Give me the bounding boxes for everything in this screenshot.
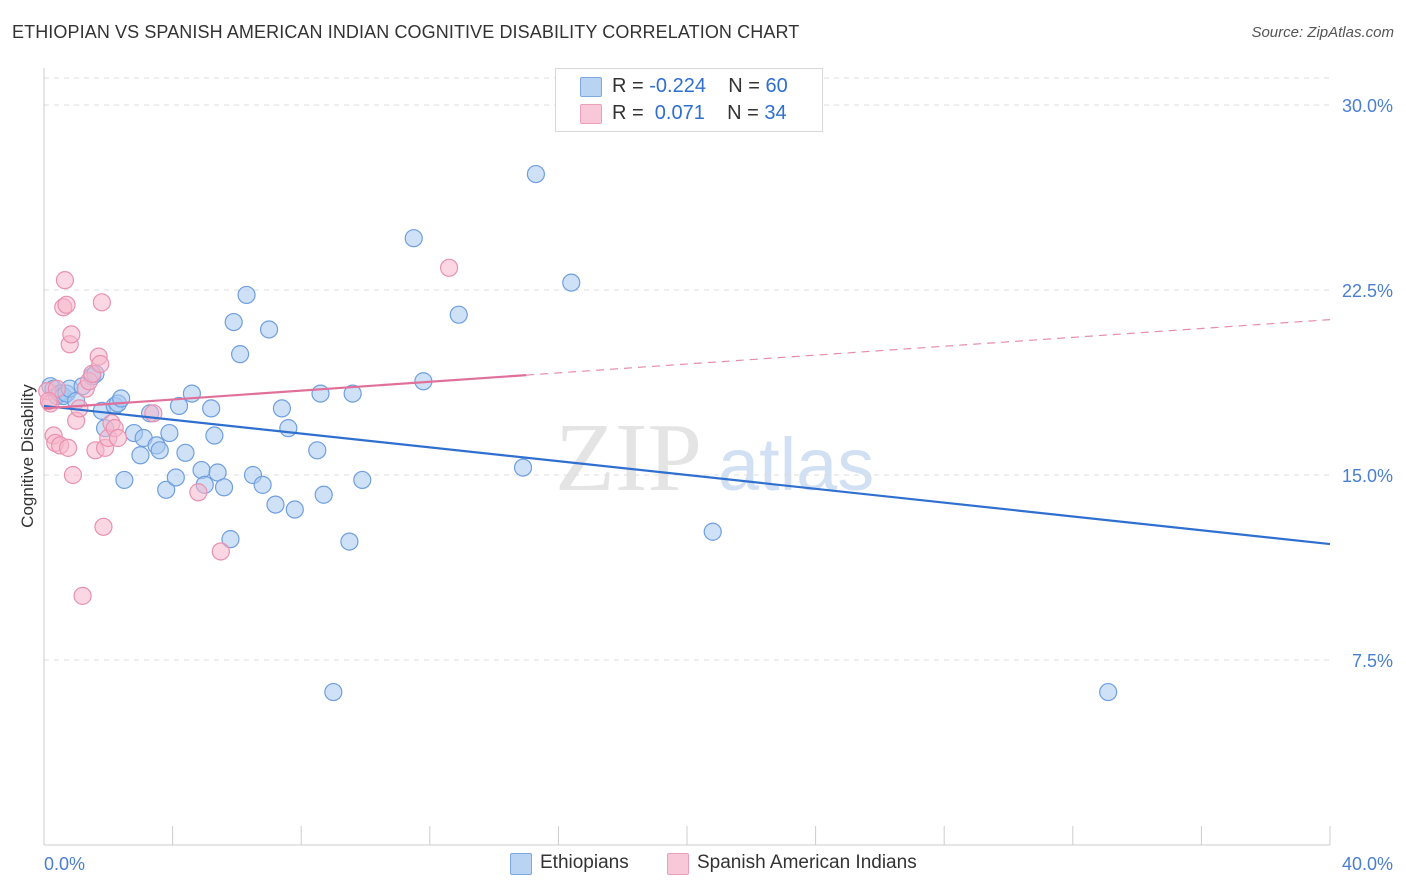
ethiopians-point — [221, 530, 240, 549]
ethiopians-point — [176, 443, 195, 462]
trend-lines — [43, 319, 1331, 546]
ethiopians-point — [259, 320, 279, 339]
spanish-american-indians-point — [59, 438, 78, 457]
ethiopians-trend-line — [43, 404, 1331, 546]
spanish-american-indians-point — [62, 325, 81, 344]
ethiopians-point — [150, 441, 169, 460]
bottom-legend-swatch-blue — [510, 853, 532, 875]
tick-labels: 7.5% 15.0% 22.5% 30.0% 0.0% 40.0% — [44, 96, 1393, 874]
ethiopians-point — [160, 423, 179, 443]
ethiopians-point — [353, 470, 372, 490]
ethiopians-point — [231, 345, 250, 364]
ethiopians-point — [237, 285, 256, 305]
legend-n-value: 60 — [765, 75, 788, 97]
spanish-american-indians-points — [38, 258, 459, 605]
bottom-legend-label: Ethiopians — [540, 852, 629, 873]
legend-n-value: 34 — [764, 102, 787, 124]
ethiopians-point — [214, 478, 234, 497]
chart-title: ETHIOPIAN VS SPANISH AMERICAN INDIAN COG… — [12, 22, 800, 42]
legend-r-label: R = — [612, 102, 650, 124]
legend-r-value: 0.071 — [649, 102, 705, 124]
ethiopians-point — [166, 468, 185, 487]
spanish-american-indians-point — [439, 258, 459, 277]
spanish-american-indians-point — [55, 271, 74, 290]
x-tick-label: 0.0% — [44, 854, 85, 874]
ethiopians-point — [308, 441, 327, 460]
ethiopians-point — [192, 460, 211, 480]
spanish-american-indians-trend-line-dashed — [526, 319, 1331, 376]
bottom-legend-swatch-pink — [667, 853, 689, 875]
y-tick-label: 15.0% — [1342, 466, 1393, 486]
watermark-zip: ZIP — [555, 404, 702, 512]
ethiopians-point — [202, 399, 221, 418]
x-tick-label: 40.0% — [1342, 854, 1393, 874]
bottom-legend-label: Spanish American Indians — [697, 852, 917, 873]
ethiopians-point — [279, 419, 298, 438]
spanish-american-indians-point — [211, 542, 230, 561]
spanish-american-indians-point — [73, 586, 92, 605]
legend: R = -0.224 N = 60 R = 0.071 N = 34 — [555, 68, 823, 132]
watermark: ZIP atlas — [555, 404, 874, 512]
axes — [43, 68, 1331, 846]
ethiopians-point — [115, 470, 134, 490]
ethiopians-point — [1099, 682, 1118, 702]
legend-r-value: -0.224 — [649, 75, 706, 97]
spanish-american-indians-point — [92, 293, 111, 312]
ethiopians-point — [562, 273, 581, 292]
ethiopians-point — [324, 682, 343, 702]
spanish-american-indians-point — [94, 517, 113, 536]
ethiopians-point — [285, 500, 304, 519]
ethiopians-point — [513, 458, 533, 477]
legend-r-label: R = — [612, 75, 650, 97]
spanish-american-indians-point — [63, 465, 83, 485]
gridlines — [44, 77, 1334, 661]
spanish-american-indians-point — [108, 428, 128, 448]
ethiopians-point — [314, 485, 333, 504]
ethiopians-point — [449, 305, 468, 324]
legend-swatch-blue — [580, 77, 602, 97]
ethiopians-point — [343, 384, 362, 403]
ethiopians-point — [404, 229, 423, 248]
legend-swatch-pink — [580, 104, 602, 124]
ethiopians-point — [526, 164, 545, 184]
legend-stats-ethiopians: R = -0.224 N = 60 — [612, 75, 788, 98]
ethiopians-point — [131, 446, 150, 465]
y-tick-label: 30.0% — [1342, 96, 1393, 116]
spanish-american-indians-point — [57, 295, 76, 314]
y-axis-title: Cognitive Disability — [18, 384, 37, 528]
y-tick-label: 22.5% — [1342, 281, 1393, 301]
ethiopians-point — [224, 312, 243, 332]
spanish-american-indians-trend-line — [43, 374, 527, 410]
spanish-american-indians-point — [189, 483, 208, 502]
legend-n-label: N = — [728, 75, 766, 97]
source-credit: Source: ZipAtlas.com — [1251, 24, 1394, 41]
legend-n-label: N = — [727, 102, 765, 124]
ethiopians-point — [266, 495, 285, 514]
legend-stats-spanish-american-indians: R = 0.071 N = 34 — [612, 102, 787, 125]
y-tick-label: 7.5% — [1352, 651, 1393, 671]
ethiopians-point — [311, 384, 330, 403]
ethiopians-point — [205, 426, 224, 445]
ethiopians-point — [253, 475, 272, 494]
spanish-american-indians-point — [91, 354, 110, 374]
ethiopians-point — [157, 480, 176, 499]
ethiopians-point — [703, 522, 722, 541]
ethiopians-point — [272, 399, 292, 418]
ethiopians-point — [169, 396, 189, 416]
ethiopians-point — [340, 532, 359, 551]
